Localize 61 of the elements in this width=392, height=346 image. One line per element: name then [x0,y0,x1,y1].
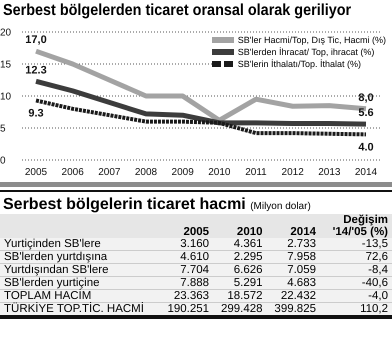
x-tick-label: 2013 [318,167,341,178]
chart-title: Serbest bölgelerden ticaret oransal olarak geriliyor [3,2,352,20]
x-tick-label: 2006 [62,167,84,178]
text: 23.363 [174,290,210,302]
data-label: 5.6 [358,107,374,120]
text: 6.626 [234,264,263,276]
text: 2.733 [287,238,316,250]
category-label: Yurtdışından SB'lere [4,264,108,276]
text: -8,4 [368,264,388,276]
text: 4.361 [234,238,263,250]
x-tick-label: 2008 [134,167,158,178]
category-label: 2005 [182,225,210,238]
category-label: SB'lerden yurtdışına [4,251,108,263]
y-tick-label: 20 [0,28,12,39]
data-label: 4.0 [358,141,374,154]
legend-label: SB'ler Hacmi/Top, Dış Tic, Hacmi (%) [238,34,386,46]
text: -4,0 [368,290,388,302]
legend-label: SB'lerden İhracat/ Top, ihracat (%) [238,46,374,58]
data-label: 9.3 [28,107,44,120]
text: 7.958 [287,251,316,263]
y-tick-label: 15 [0,60,12,71]
text: -40,6 [362,277,388,289]
text: (Milyon dolar) [250,201,311,212]
category-label: TÜRKİYE TOP.TİC. HACMİ [4,303,144,315]
text: 110,2 [360,303,388,315]
category-label: TOPLAM HACİM [4,290,92,302]
text: 399.825 [274,303,316,315]
x-tick-label: 2012 [282,167,304,178]
category-label: Yurtiçinden SB'lere [4,238,101,250]
x-tick-label: 2009 [172,167,194,178]
y-tick-label: 0 [0,156,6,167]
text: 7.888 [180,277,210,289]
x-tick-label: 2014 [354,167,378,178]
category-label: SB'lerden yurtiçine [4,277,100,289]
text: 3.160 [180,238,210,250]
category-label: 2014 [289,225,317,238]
category-label: 2010 [236,225,264,238]
text: 7.704 [180,264,210,276]
data-label: 12.3 [25,64,47,76]
text: 190.251 [167,303,210,315]
text: 299.428 [220,303,263,315]
text: 72,6 [366,251,388,263]
y-tick-label: 5 [0,124,6,135]
x-tick-label: 2007 [98,167,121,178]
text: 5.291 [234,277,263,289]
x-tick-label: 2011 [245,167,268,178]
text: -13,5 [362,238,388,250]
text: 7.059 [287,264,316,276]
x-tick-label: 2010 [208,167,231,178]
data-label: 17,0 [25,34,47,46]
text: 4.610 [180,251,210,263]
text: 4.683 [287,277,316,289]
text: Serbest bölgelerin ticaret hacmi [3,196,246,213]
data-label: 8,0 [358,92,374,104]
text: 22.432 [280,290,316,302]
category-label: Değişim '14/'05 (%) [332,214,389,238]
legend-label: SB'lerin İthalatı/Top. İthalat (%) [238,58,362,70]
text: 18.572 [227,290,263,302]
y-tick-label: 10 [0,92,12,103]
x-tick-label: 2005 [24,167,48,178]
text: 2.295 [234,251,263,263]
